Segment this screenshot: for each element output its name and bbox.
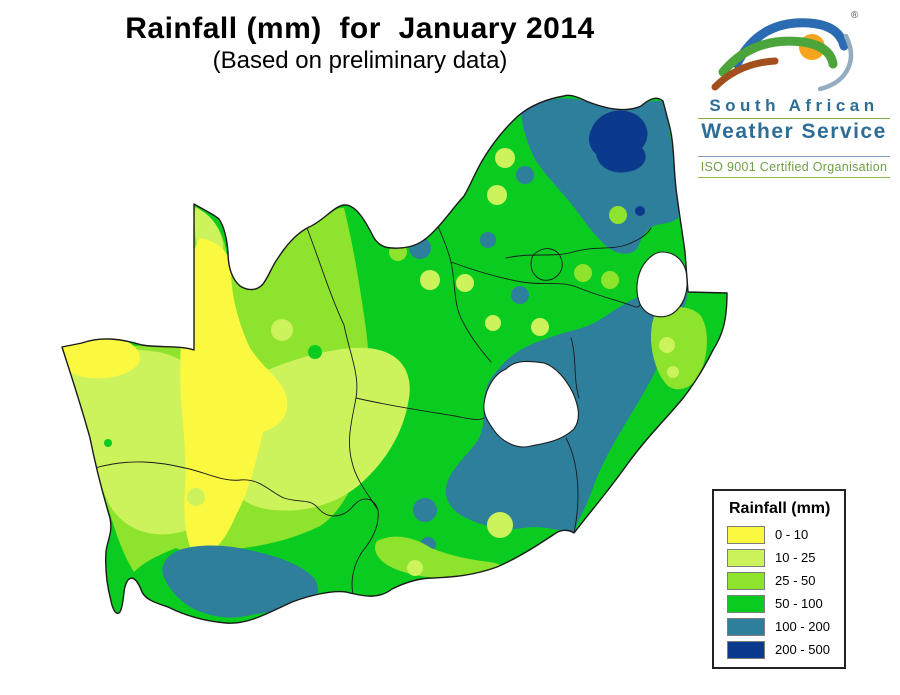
border-northern-cape-east: [306, 227, 379, 511]
border-limpopo-mpumalanga: [505, 227, 652, 259]
logo-name-line2: Weather Service: [701, 120, 887, 143]
border-kzn-eastern-cape: [565, 437, 579, 534]
logo-divider-1: [698, 118, 890, 119]
provincial-borders: [94, 185, 652, 595]
yg-spot: [601, 271, 619, 289]
legend-swatch: [727, 525, 765, 544]
teal-spot: [480, 232, 496, 248]
teal-spot: [511, 286, 529, 304]
teal-south-coast: [162, 545, 319, 618]
lesotho-hole: [483, 360, 579, 448]
yellow-column: [180, 238, 288, 559]
light-spot: [420, 270, 440, 290]
legend-items: 0 - 10 10 - 25 25 - 50 50 - 100 100 - 20…: [727, 525, 844, 659]
legend-swatch: [727, 594, 765, 613]
legend-swatch: [727, 548, 765, 567]
legend-row: 10 - 25: [727, 548, 844, 567]
legend-label: 10 - 25: [775, 550, 816, 565]
map-accent-patches: [104, 148, 707, 582]
light-spot: [531, 318, 549, 336]
legend-label: 0 - 10: [775, 527, 809, 542]
map-rainfall-layers: [62, 98, 707, 618]
map-region-200-500: [588, 110, 648, 216]
navy-spot: [635, 206, 645, 216]
light-spot: [187, 488, 205, 506]
legend-title: Rainfall (mm): [729, 500, 831, 517]
legend-swatch: [727, 617, 765, 636]
teal-spot: [413, 498, 437, 522]
light-spot: [456, 274, 474, 292]
light-spot: [495, 148, 515, 168]
legend: Rainfall (mm) 0 - 10 10 - 25 25 - 50 50 …: [712, 489, 846, 669]
legend-row: 25 - 50: [727, 571, 844, 590]
logo-name-line1: South African: [709, 96, 879, 115]
border-western-cape-north: [94, 461, 379, 517]
light-spot: [407, 560, 423, 576]
light-spot: [659, 337, 675, 353]
light-spot: [487, 512, 513, 538]
legend-label: 200 - 500: [775, 642, 830, 657]
border-free-state-south: [355, 397, 485, 420]
saws-logo: ® South African Weather Service ISO 9001…: [698, 6, 890, 178]
light-spot: [487, 185, 507, 205]
green-spot: [308, 345, 322, 359]
logo-divider-3: [698, 177, 890, 178]
page-subtitle: (Based on preliminary data): [212, 47, 508, 74]
logo-green-swoosh: [718, 36, 838, 77]
light-spot: [485, 315, 501, 331]
legend-label: 50 - 100: [775, 596, 823, 611]
light-spot: [667, 366, 679, 378]
country-outline: [61, 94, 728, 624]
logo-divider-2: [698, 156, 890, 157]
legend-row: 100 - 200: [727, 617, 844, 636]
green-spot: [310, 528, 326, 544]
legend-label: 100 - 200: [775, 619, 830, 634]
legend-row: 50 - 100: [727, 594, 844, 613]
border-vaal-line: [450, 261, 641, 308]
border-kzn-free-state: [570, 337, 580, 399]
logo-brown-swoosh: [711, 57, 779, 91]
yg-spot: [609, 206, 627, 224]
border-gauteng: [530, 248, 563, 281]
page-title: Rainfall (mm) for January 2014: [125, 12, 595, 45]
registered-mark: ®: [851, 10, 859, 21]
legend-row: 200 - 500: [727, 640, 844, 659]
logo-gray-arc: [817, 33, 854, 92]
legend-swatch: [727, 571, 765, 590]
saws-logo-icon: ®: [711, 10, 859, 92]
border-western-eastern-cape: [351, 509, 379, 595]
light-spot: [271, 319, 293, 341]
legend-swatch: [727, 640, 765, 659]
legend-label: 25 - 50: [775, 573, 816, 588]
teal-spot: [409, 237, 431, 259]
logo-blue-swoosh: [732, 18, 849, 69]
yg-kzn-coast-patch: [651, 307, 707, 390]
map-header: Rainfall (mm) for January 2014 (Based on…: [40, 12, 680, 75]
yg-spot: [389, 243, 407, 261]
logo-iso-text: ISO 9001 Certified Organisation: [700, 160, 888, 174]
legend-row: 0 - 10: [727, 525, 844, 544]
teal-spot: [516, 166, 534, 184]
green-spot: [104, 439, 112, 447]
yg-spot: [574, 264, 592, 282]
navy-limpopo-core: [588, 110, 648, 173]
